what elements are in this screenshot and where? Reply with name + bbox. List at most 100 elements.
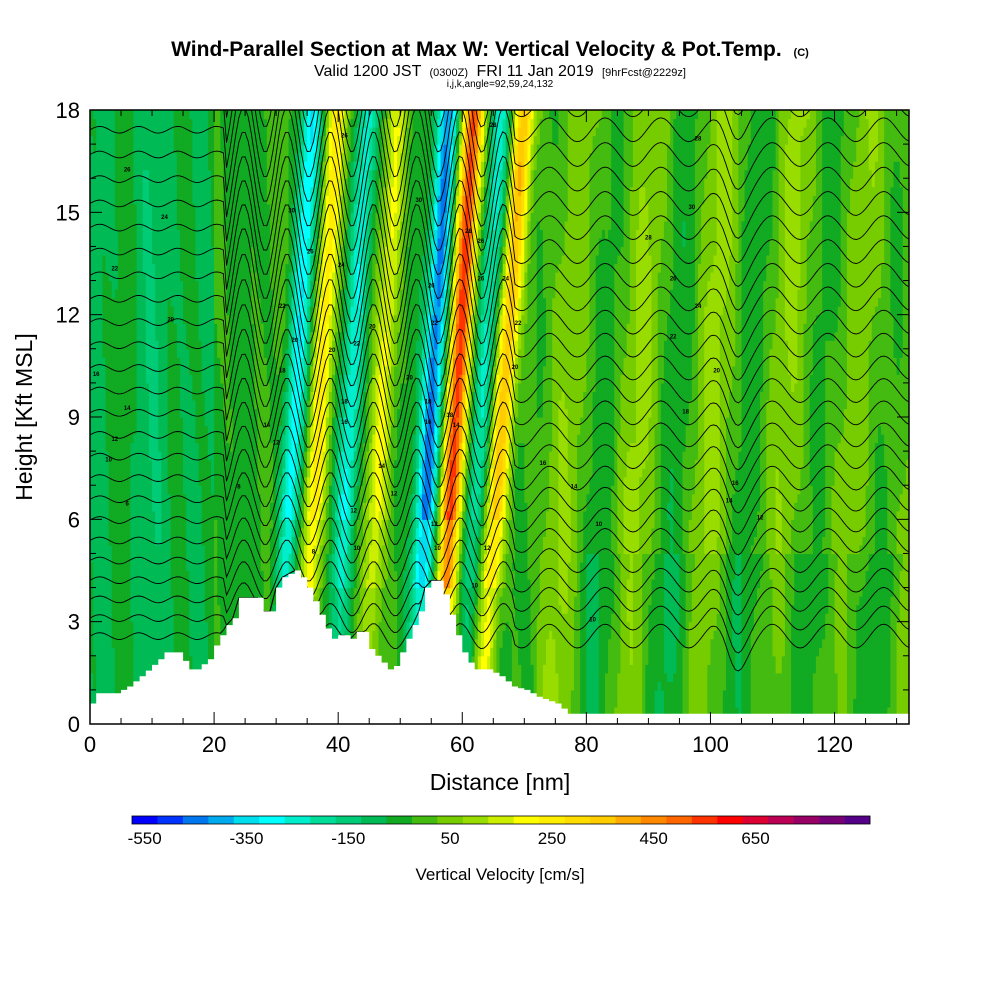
velocity-cell — [117, 382, 122, 393]
velocity-cell — [189, 178, 193, 188]
velocity-cell — [183, 442, 187, 452]
velocity-cell — [90, 425, 94, 435]
velocity-cell — [179, 468, 184, 478]
velocity-cell — [189, 493, 193, 503]
velocity-cell — [176, 306, 181, 316]
velocity-cell — [127, 655, 131, 665]
velocity-cell — [124, 357, 128, 367]
velocity-cell — [105, 425, 110, 435]
velocity-cell — [176, 553, 181, 563]
velocity-cell — [195, 561, 200, 572]
velocity-cell — [127, 382, 131, 393]
velocity-cell — [117, 357, 122, 367]
velocity-cell — [102, 169, 107, 179]
velocity-cell — [183, 485, 187, 495]
velocity-cell — [189, 587, 193, 597]
velocity-cell — [93, 417, 97, 427]
velocity-cell — [189, 604, 193, 614]
velocity-cell — [96, 681, 100, 691]
velocity-cell — [161, 110, 166, 120]
velocity-cell — [198, 664, 203, 674]
velocity-cell — [114, 161, 119, 171]
velocity-cell — [114, 118, 119, 128]
velocity-cell — [192, 340, 197, 350]
velocity-cell — [111, 391, 116, 401]
velocity-cell — [148, 493, 153, 503]
velocity-cell — [201, 254, 206, 265]
velocity-cell — [96, 391, 100, 401]
velocity-cell — [130, 399, 135, 410]
velocity-cell — [198, 442, 203, 452]
velocity-cell — [198, 314, 203, 324]
velocity-cell — [201, 587, 206, 597]
velocity-cell — [130, 237, 135, 248]
velocity-cell — [139, 306, 144, 316]
velocity-cell — [161, 485, 166, 495]
velocity-cell — [130, 613, 135, 623]
velocity-cell — [139, 161, 144, 171]
velocity-cell — [167, 135, 172, 145]
velocity-cell — [139, 502, 144, 512]
velocity-cell — [124, 510, 128, 520]
velocity-cell — [148, 161, 153, 171]
velocity-cell — [183, 519, 187, 529]
velocity-cell — [167, 527, 172, 537]
velocity-cell — [164, 135, 169, 145]
velocity-cell — [173, 408, 178, 418]
velocity-cell — [133, 110, 138, 120]
velocity-cell — [93, 536, 97, 546]
velocity-cell — [105, 596, 110, 606]
velocity-cell — [186, 519, 190, 529]
velocity-cell — [124, 519, 128, 529]
velocity-cell — [133, 587, 138, 597]
velocity-cell — [176, 561, 181, 572]
velocity-cell — [127, 621, 131, 631]
velocity-cell — [198, 161, 203, 171]
velocity-cell — [108, 135, 113, 145]
velocity-cell — [133, 289, 138, 299]
velocity-cell — [124, 340, 128, 350]
velocity-cell — [170, 314, 175, 324]
velocity-cell — [111, 280, 116, 290]
velocity-cell — [152, 604, 156, 614]
velocity-cell — [93, 118, 97, 128]
velocity-cell — [142, 536, 147, 546]
velocity-cell — [93, 544, 97, 555]
velocity-cell — [102, 280, 107, 290]
velocity-cell — [155, 374, 159, 384]
velocity-cell — [164, 374, 169, 384]
velocity-cell — [170, 331, 175, 341]
velocity-cell — [152, 451, 156, 461]
velocity-cell — [148, 604, 153, 614]
velocity-cell — [186, 203, 190, 213]
velocity-cell — [201, 144, 206, 154]
velocity-cell — [93, 655, 97, 665]
velocity-cell — [148, 323, 153, 333]
velocity-cell — [102, 237, 107, 248]
velocity-cell — [90, 357, 94, 367]
velocity-cell — [121, 195, 125, 205]
velocity-cell — [96, 110, 100, 120]
velocity-cell — [117, 323, 122, 333]
velocity-cell — [164, 178, 169, 188]
velocity-cell — [142, 621, 147, 631]
velocity-cell — [170, 502, 175, 512]
velocity-cell — [117, 263, 122, 273]
velocity-cell — [148, 152, 153, 162]
velocity-cell — [152, 638, 156, 648]
velocity-cell — [161, 596, 166, 606]
velocity-cell — [130, 655, 135, 665]
velocity-cell — [142, 604, 147, 614]
velocity-cell — [170, 212, 175, 222]
velocity-cell — [121, 212, 125, 222]
velocity-cell — [90, 127, 94, 137]
velocity-cell — [179, 561, 184, 572]
velocity-cell — [96, 596, 100, 606]
velocity-cell — [167, 382, 172, 393]
velocity-cell — [139, 485, 144, 495]
velocity-cell — [121, 544, 125, 555]
velocity-cell — [96, 647, 100, 657]
velocity-cell — [161, 254, 166, 265]
grid-indices: i,j,k,angle=92,59,24,132 — [447, 79, 554, 90]
velocity-cell — [155, 630, 159, 640]
